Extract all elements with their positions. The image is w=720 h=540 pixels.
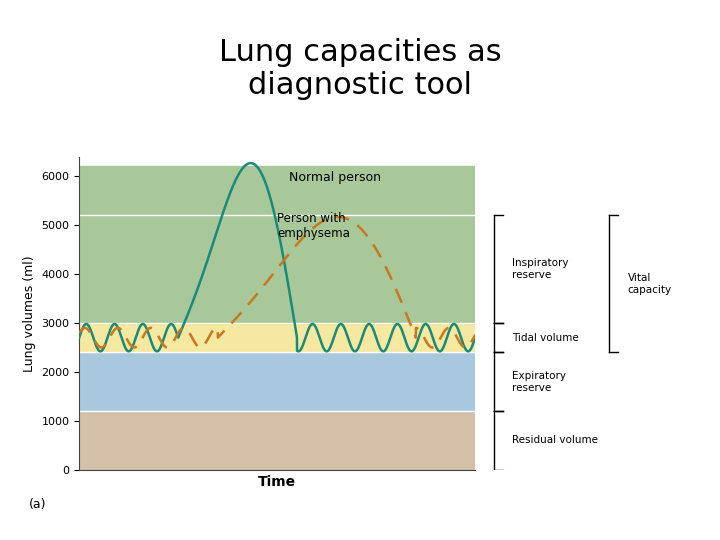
Bar [79,166,475,323]
Y-axis label: Lung volumes (ml): Lung volumes (ml) [23,255,36,372]
X-axis label: Time: Time [258,475,296,489]
Text: Normal person: Normal person [289,171,381,184]
Text: Residual volume: Residual volume [513,435,598,445]
Text: (a): (a) [29,497,46,511]
Text: Expiratory
reserve: Expiratory reserve [513,371,567,393]
Text: Person with
emphysema: Person with emphysema [277,212,350,240]
Text: Lung capacities as
diagnostic tool: Lung capacities as diagnostic tool [219,38,501,100]
Text: Inspiratory
reserve: Inspiratory reserve [513,258,569,280]
Text: Tidal volume: Tidal volume [513,333,579,343]
Text: Vital
capacity: Vital capacity [628,273,672,295]
Bar [79,352,475,411]
Bar [79,323,475,352]
Bar [79,411,475,470]
